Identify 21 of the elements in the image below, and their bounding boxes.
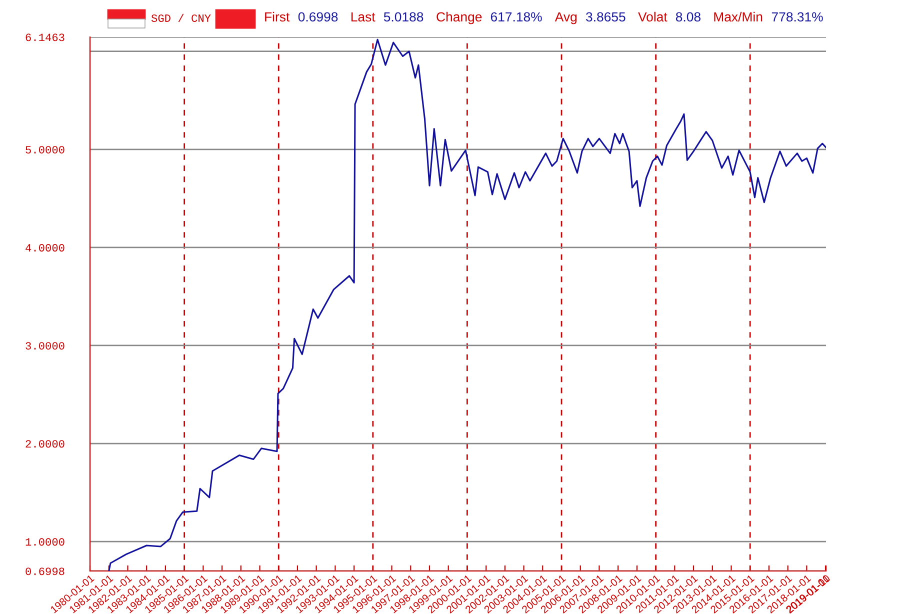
y-tick-label: 1.0000 <box>26 538 64 546</box>
y-tick-label: 4.0000 <box>26 244 64 252</box>
text: 0.6998 <box>298 12 338 22</box>
text: First <box>265 12 290 22</box>
text: 778.31% <box>772 12 823 22</box>
y-tick-label: 2.0000 <box>26 440 64 448</box>
text: Change <box>436 12 482 24</box>
text: 5.0188 <box>384 12 424 22</box>
line-series <box>108 38 826 571</box>
text: 617.18% <box>490 12 542 22</box>
text: Volat <box>638 12 668 22</box>
text: Max/Min <box>714 12 762 22</box>
y-tick-label: 3.0000 <box>26 342 64 350</box>
text: Avg <box>554 12 577 24</box>
y-tick-label: 5.0000 <box>26 146 64 154</box>
chart-title: SGD / CNY <box>151 14 211 22</box>
text: 8.08 <box>676 12 700 22</box>
text: 3.8655 <box>586 12 626 22</box>
text: Last <box>351 12 376 22</box>
y-tick-label: 0.6998 <box>26 568 64 576</box>
y-tick-label: 6.1463 <box>26 34 64 42</box>
